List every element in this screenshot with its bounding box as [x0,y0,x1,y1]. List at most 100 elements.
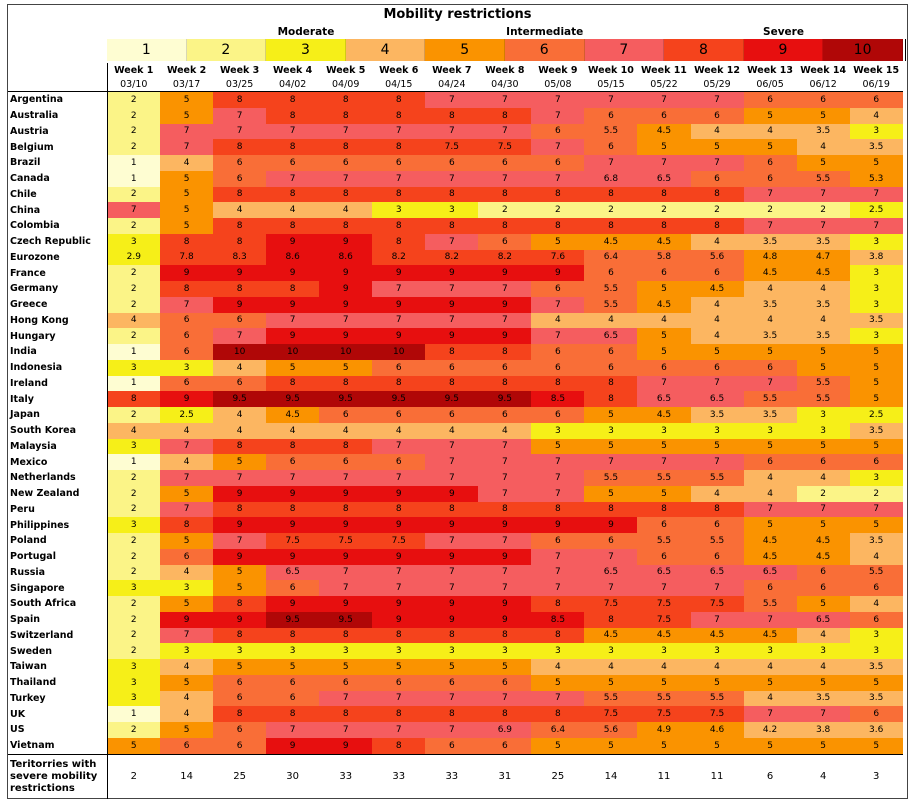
heatmap-cell: 9 [319,517,373,533]
heatmap-cell: 7 [319,170,373,187]
heatmap-cell: 4 [796,627,850,644]
heatmap-cell: 5.5 [584,690,638,707]
table-row: Indonesia 3 3 4 5 5 6 6 6 6 6 6 6 6 5 5 [8,359,903,376]
heatmap-cell: 9.5 [425,391,479,407]
heatmap-cell: 9 [266,328,320,344]
heatmap-cell: 7.6 [531,249,585,266]
heatmap-cell: 5 [849,517,903,533]
heatmap-cell: 8 [266,501,320,518]
table-row: UK 1 4 8 8 8 8 8 8 8 7.5 7.5 7.5 7 7 6 [8,706,903,722]
week-label: Week 13 [747,64,794,76]
heatmap-cell: 7 [637,454,691,470]
heatmap-cell: 6 [637,359,691,376]
heatmap-cell: 2 [107,186,161,203]
heatmap-cell: 6.5 [690,564,744,581]
table-row: Australia 2 5 7 8 8 8 8 8 7 6 6 6 5 5 4 [8,107,903,124]
heatmap-cell: 3 [531,422,585,439]
heatmap-cell: 5 [637,737,691,754]
heatmap-cell: 6 [319,454,373,470]
heatmap-cell: 5 [796,737,850,754]
heatmap-cell: 5 [743,107,797,124]
heatmap-cell: 7 [690,611,744,628]
country-label: Russia [8,564,108,581]
heatmap-cell: 7 [690,580,744,596]
heatmap-cell: 9 [425,328,479,344]
heatmap-cell: 8 [266,627,320,644]
summary-count: 14 [160,753,214,799]
heatmap-cell: 2 [584,202,638,218]
summary-count: 33 [372,753,426,799]
table-row: Mexico 1 4 5 6 6 6 7 7 7 7 7 7 6 6 6 [8,454,903,470]
heatmap-cell: 6 [690,107,744,124]
scale-group-severe: Severe [763,26,804,38]
table-row: South Korea 4 4 4 4 4 4 4 4 3 3 3 3 3 3 3.5 [8,422,903,439]
heatmap-cell: 7 [160,501,214,518]
country-label: Taiwan [8,659,108,675]
heatmap-cell: 7 [584,91,638,108]
heatmap-cell: 6 [160,344,214,360]
heatmap-cell: 4 [319,422,373,439]
heatmap-cell: 6 [372,155,426,171]
heatmap-cell: 6.5 [690,391,744,407]
heatmap-cell: 9 [160,391,214,407]
heatmap-cell: 9 [425,265,479,281]
heatmap-cell: 6 [266,690,320,707]
heatmap-cell: 4 [584,312,638,329]
heatmap-cell: 7 [213,107,267,124]
heatmap-cell: 8 [425,627,479,644]
heatmap-cell: 6.5 [266,564,320,581]
country-label: Argentina [8,91,108,108]
heatmap-cell: 7 [266,722,320,738]
country-label: Malaysia [8,438,108,455]
country-label: Mexico [8,454,108,470]
heatmap-cell: 6 [425,737,479,754]
heatmap-cell: 7.5 [637,706,691,722]
heatmap-cell: 8 [478,627,532,644]
heatmap-cell: 5 [796,517,850,533]
heatmap-cell: 3.5 [690,407,744,423]
heatmap-cell: 9 [531,517,585,533]
country-label: Ireland [8,375,108,392]
heatmap-cell: 1 [107,454,161,470]
heatmap-cell: 9 [213,611,267,628]
heatmap-cell: 7 [743,218,797,234]
country-label: Netherlands [8,470,108,486]
heatmap-cell: 9 [319,596,373,612]
country-label: France [8,265,108,281]
heatmap-cell: 8 [372,218,426,234]
heatmap-cell: 3 [213,643,267,659]
heatmap-cell: 7 [796,706,850,722]
heatmap-cell: 2.5 [849,407,903,423]
heatmap-cell: 5 [584,485,638,502]
heatmap-cell: 7 [478,470,532,486]
heatmap-cell: 7 [372,564,426,581]
heatmap-cell: 8 [372,375,426,392]
date-label: 04/09 [319,77,373,92]
country-label: US [8,722,108,738]
heatmap-cell: 5 [160,218,214,234]
heatmap-cell: 6 [319,155,373,171]
heatmap-cell: 5.5 [584,123,638,140]
heatmap-cell: 5.6 [690,249,744,266]
heatmap-cell: 8 [584,186,638,203]
date-label: 04/02 [266,77,320,92]
heatmap-cell: 7 [425,533,479,549]
heatmap-cell: 6 [796,454,850,470]
heatmap-cell: 6 [319,674,373,691]
heatmap-cell: 4 [266,422,320,439]
heatmap-cell: 4.5 [266,407,320,423]
table-row: Czech Republic 3 8 8 9 9 8 7 6 5 4.5 4.5 4 3.5 3.5 3 [8,233,903,250]
date-label: 04/30 [478,77,532,92]
heatmap-cell: 7 [372,580,426,596]
heatmap-cell: 4 [160,706,214,722]
heatmap-cell: 8 [319,438,373,455]
table-row: Russia 2 4 5 6.5 7 7 7 7 7 6.5 6.5 6.5 6.5 6 5.5 [8,564,903,581]
country-label: Turkey [8,690,108,707]
heatmap-cell: 4 [372,422,426,439]
table-row: Greece 2 7 9 9 9 9 9 9 7 5.5 4.5 4 3.5 3.5 3 [8,296,903,313]
heatmap-cell: 5 [690,344,744,360]
heatmap-cell: 7 [478,438,532,455]
heatmap-cell: 9 [319,281,373,297]
heatmap-cell: 7 [743,375,797,392]
date-label: 04/15 [372,77,426,92]
